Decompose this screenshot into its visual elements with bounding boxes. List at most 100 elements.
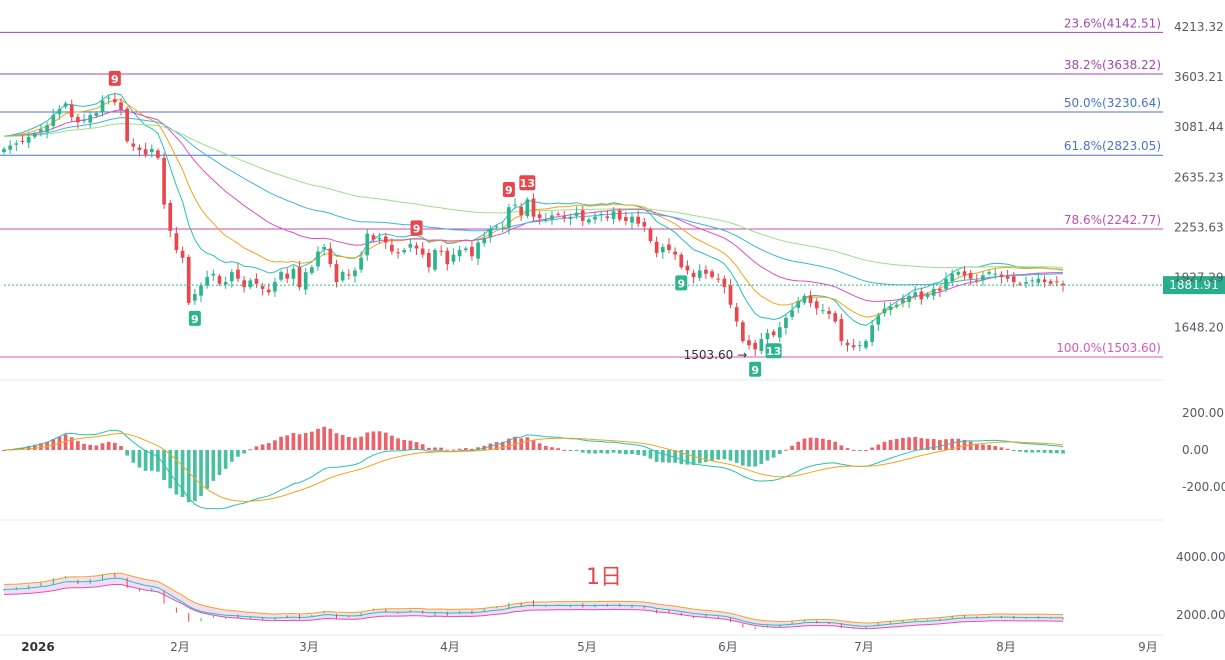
macd-bar [383,432,388,450]
candle [734,302,739,327]
candle [371,233,376,242]
macd-bar [771,450,776,458]
macd-bar [408,440,413,450]
macd-bar [796,441,801,450]
candle [728,279,733,308]
macd-bar [919,438,924,450]
td-marker: 9 [410,220,423,236]
candle [802,293,807,305]
fib-label: 61.8%(2823.05) [1064,139,1161,153]
candle [297,260,302,291]
candle [925,291,930,300]
svg-text:9: 9 [191,313,199,326]
candle [470,241,474,261]
td-marker: 9 [108,70,121,86]
macd-bar [833,441,838,450]
macd-bar [242,450,246,454]
macd-bar [925,438,930,450]
candle [950,269,955,287]
candle [229,268,234,288]
candle [291,265,296,286]
candle [919,287,924,305]
macd-bar [821,438,825,450]
svg-text:9: 9 [751,364,759,377]
macd-bar [433,447,437,450]
macd-bar [457,448,462,450]
macd-bar [827,439,831,450]
macd-bar [660,450,665,463]
candle [8,140,13,154]
candle [112,92,117,106]
macd-bar [938,439,942,450]
lower-tick-label: 4000.00 [1176,550,1225,564]
candle [993,268,998,279]
candle [562,211,567,223]
candle [630,213,634,229]
macd-bar [654,450,659,462]
candle [636,210,641,227]
candle [328,242,333,268]
macd-tick-label: 0.00 [1182,443,1209,457]
candle [1061,280,1065,292]
macd-bar [851,449,856,451]
candle [248,278,253,290]
candle [377,232,382,244]
candle [574,206,579,220]
candle [26,132,31,149]
candle [931,283,936,300]
moving-average-line [3,109,1063,302]
band-lower-line [3,584,1064,630]
candle [316,246,320,271]
macd-bar [882,441,887,450]
td-marker: 9 [749,361,762,377]
x-tick-label: 8月 [996,640,1016,654]
macd-bar [550,447,554,450]
td-sequential-markers: 9 9 9 13 9 9 9 13 [108,70,782,377]
macd-bar [765,450,770,461]
candles: 1881.91 1503.60 → [2,92,1225,362]
macd-bar [217,450,222,475]
candle [14,140,19,152]
macd-bar [562,449,567,451]
candle [359,251,363,273]
macd-bar [987,445,991,450]
macd-bar [334,433,339,450]
macd-bar [1048,450,1053,454]
candle [82,113,86,124]
macd-bar [470,448,474,450]
macd-bar [525,437,530,450]
macd-bar [1005,448,1010,450]
candle [667,238,671,254]
macd-bar [137,450,142,468]
candle [396,248,400,259]
macd-bar [593,450,597,454]
candle [322,243,327,256]
candle [1018,281,1022,286]
macd-bar [359,436,363,450]
candle [1036,272,1041,287]
macd-bar [63,434,68,450]
candle [543,213,548,223]
candle [784,314,788,335]
x-tick-label: 4月 [440,640,460,654]
macd-bar [870,447,874,450]
candle [974,273,979,284]
candle [143,142,148,158]
candle [426,248,431,273]
macd-bar [346,436,351,450]
macd-bar [556,448,560,450]
fib-label: 23.6%(4142.51) [1064,16,1161,30]
macd-bar [488,443,493,450]
macd-bar [445,449,450,451]
macd-bar [808,437,813,450]
macd-bar [691,450,696,466]
macd-bar [322,426,327,450]
macd-bar [396,438,400,450]
candle [303,267,308,295]
price-tick-label: 3081.44 [1174,120,1224,134]
macd-bar [168,450,173,489]
macd-panel [2,426,1065,510]
x-tick-label: 7月 [854,640,874,654]
candle [334,259,339,288]
